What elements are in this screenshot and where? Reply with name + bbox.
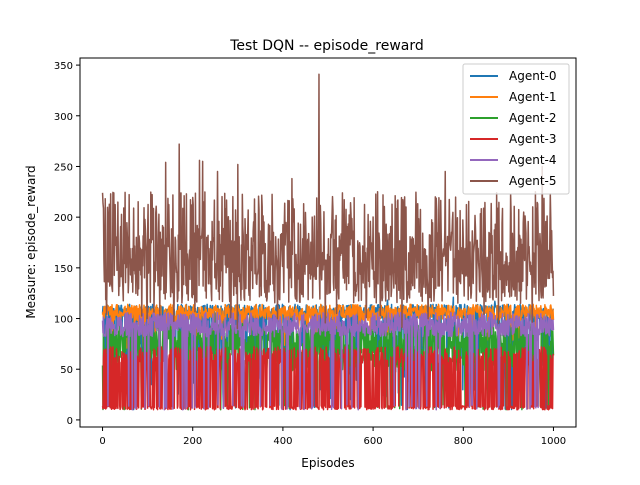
y-tick-label: 200 (54, 213, 73, 224)
plot-frame (79, 57, 577, 428)
chart-title: Test DQN -- episode_reward (229, 38, 424, 54)
legend-label-agent-1: Agent-1 (509, 90, 556, 104)
plot-area (79, 57, 577, 428)
x-tick-label: 600 (364, 436, 383, 447)
legend-label-agent-5: Agent-5 (509, 174, 556, 188)
series-line-agent-3 (101, 346, 555, 411)
legend-label-agent-3: Agent-3 (509, 132, 556, 146)
series-line-agent-5 (101, 73, 555, 330)
x-tick-label: 200 (183, 436, 202, 447)
y-tick-label: 0 (67, 416, 73, 427)
y-tick-label: 350 (54, 61, 73, 72)
series-line-agent-4 (101, 311, 555, 411)
legend-label-agent-2: Agent-2 (509, 111, 556, 125)
legend-label-agent-0: Agent-0 (509, 69, 556, 83)
x-tick-label: 400 (273, 436, 292, 447)
y-tick-label: 250 (54, 162, 73, 173)
x-axis: 0 200 400 600 800 1000 (99, 427, 566, 447)
x-tick-label: 0 (99, 436, 105, 447)
y-tick-label: 100 (54, 315, 73, 326)
y-tick-label: 300 (54, 112, 73, 123)
legend: Agent-0 Agent-1 Agent-2 Agent-3 Agent-4 Agent… (462, 63, 570, 195)
series-layer (101, 73, 555, 411)
x-tick-label: 800 (454, 436, 473, 447)
x-tick-label: 1000 (541, 436, 566, 447)
x-axis-title: Episodes (301, 456, 354, 470)
y-axis-title: Measure: episode_reward (24, 165, 38, 318)
y-tick-label: 150 (54, 264, 73, 275)
y-tick-label: 50 (60, 365, 73, 376)
y-axis: 0 50 100 150 200 250 300 350 (54, 61, 80, 427)
legend-label-agent-4: Agent-4 (509, 153, 556, 167)
